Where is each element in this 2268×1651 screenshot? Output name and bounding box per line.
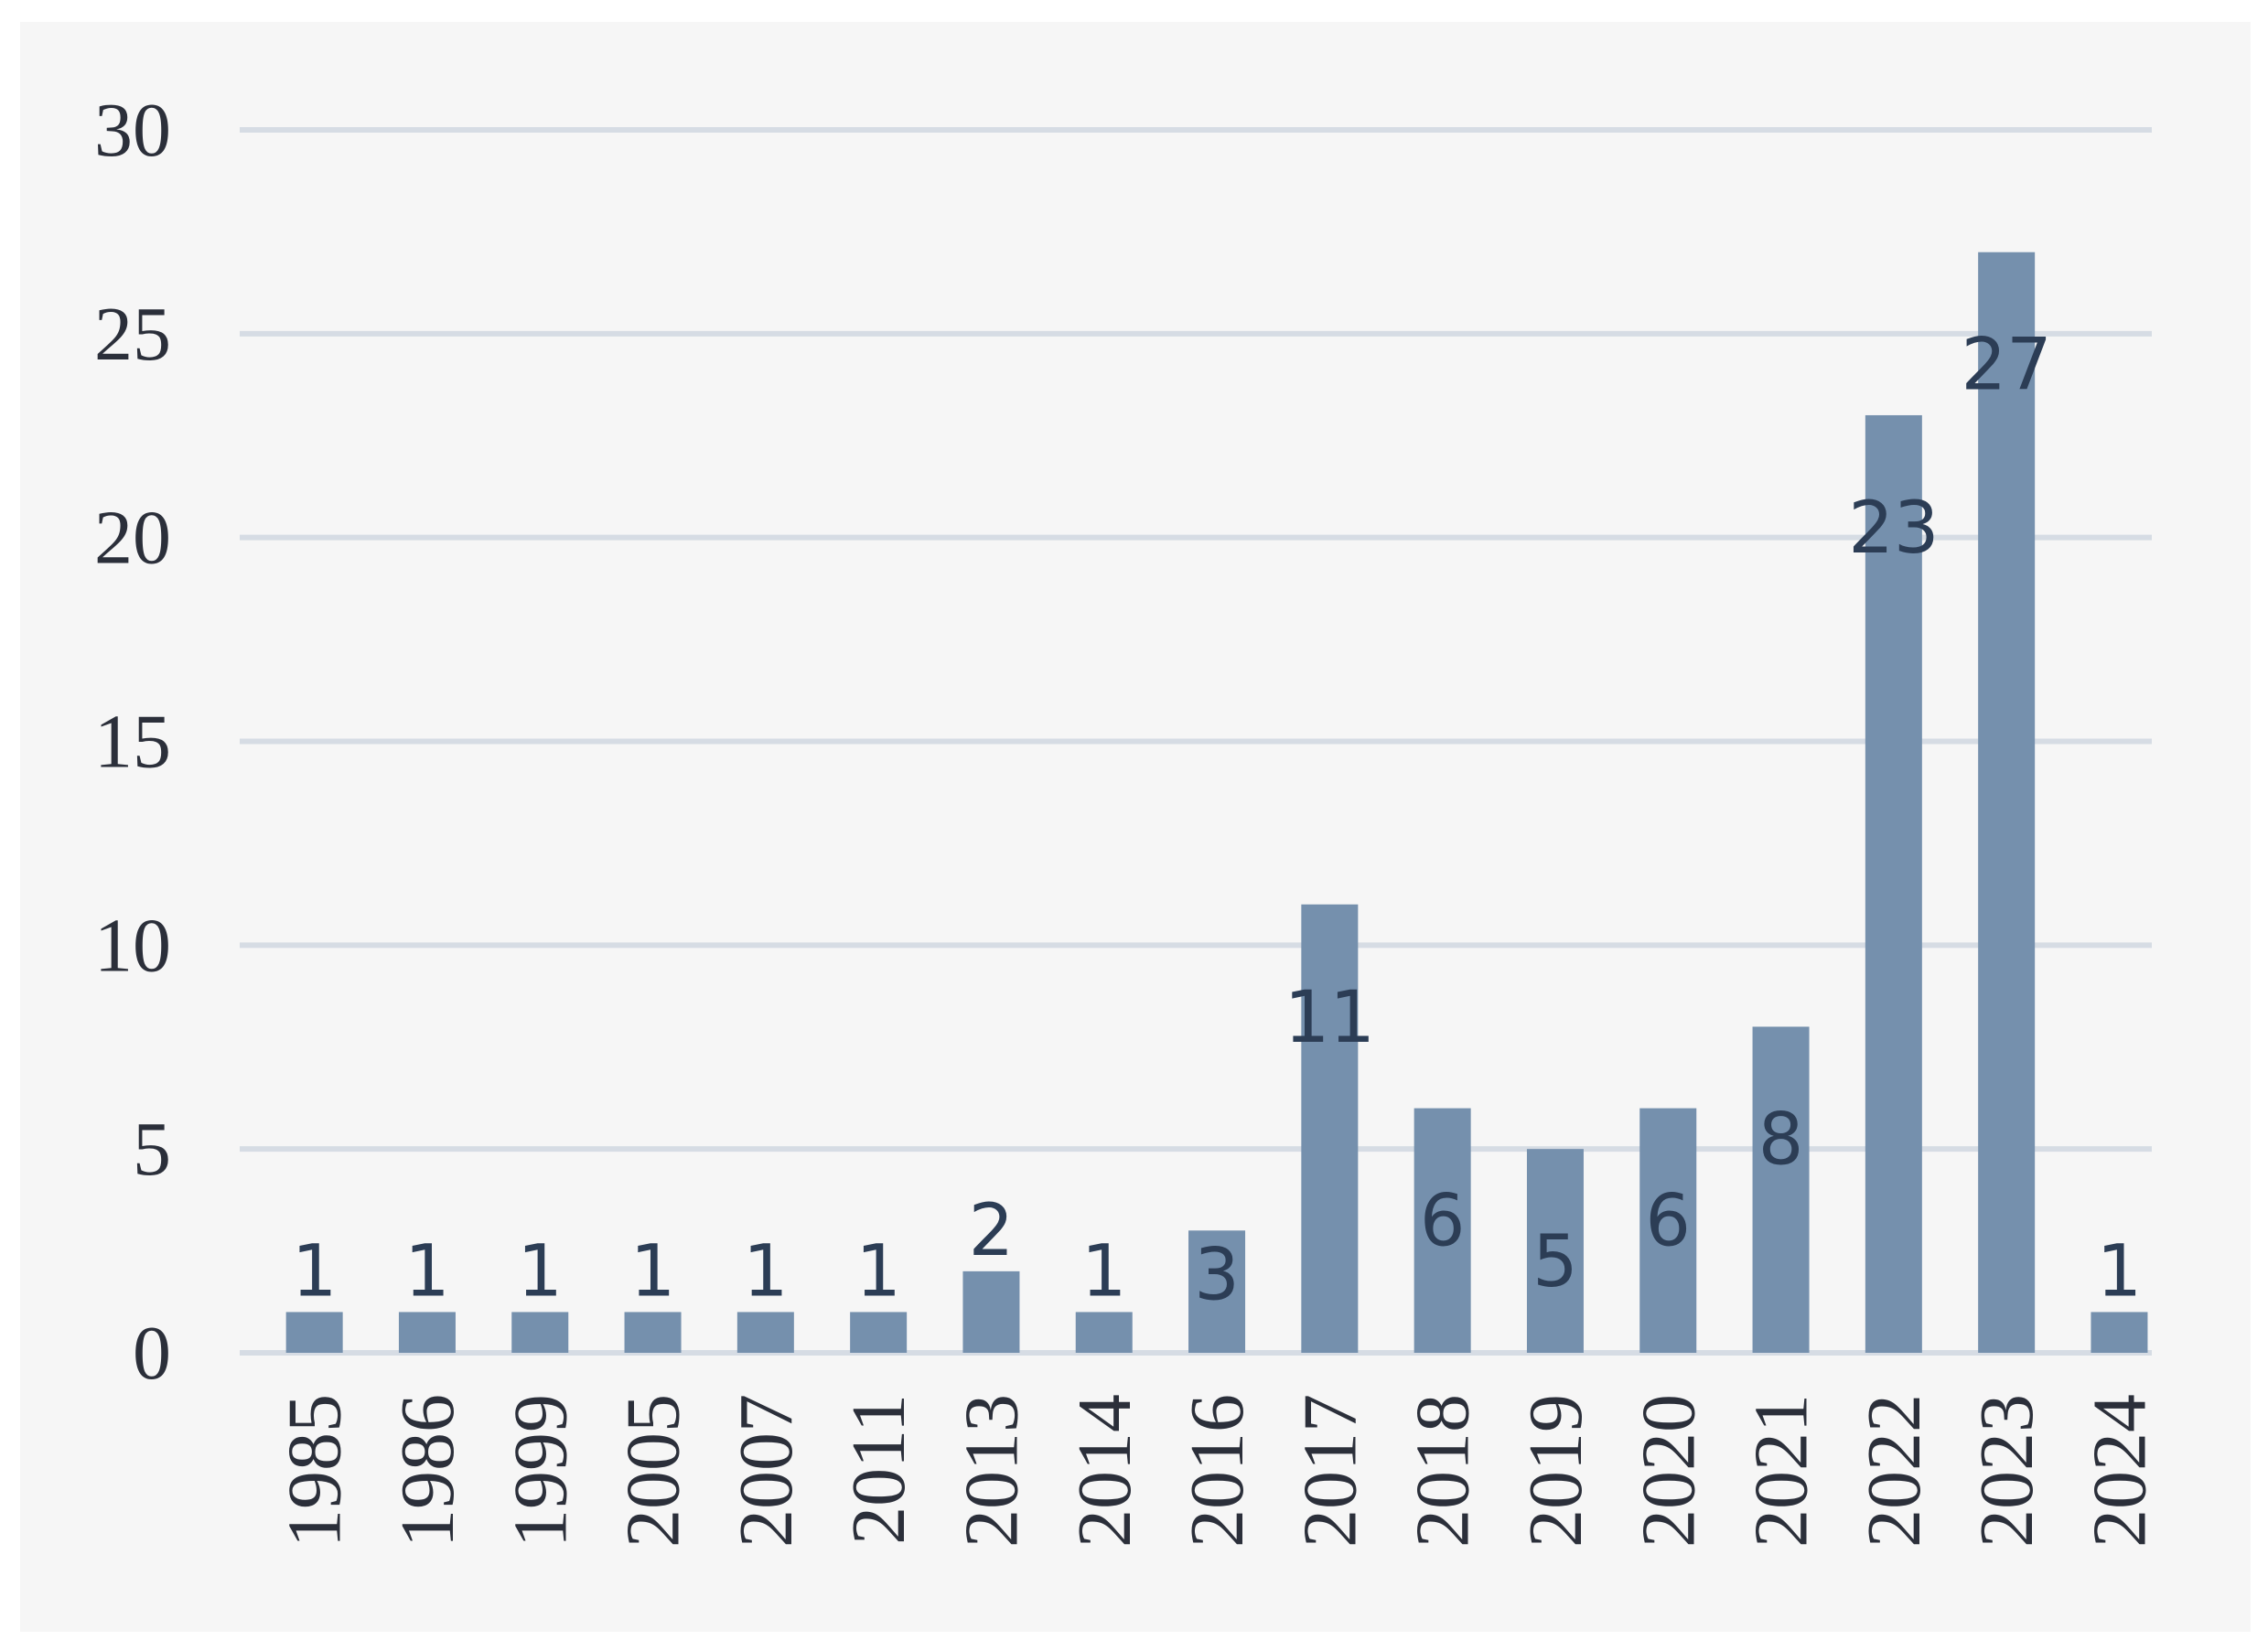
bar-2013 [962,1270,1020,1353]
data-label-2020: 6 [1645,1181,1691,1263]
bar-2005 [624,1312,682,1353]
y-axis-tick-labels: 0 5 10 15 20 25 30 [94,88,171,1396]
data-label-2005: 1 [630,1230,676,1313]
data-label-1999: 1 [517,1230,563,1313]
data-label-2023: 27 [1962,325,2052,407]
data-label-2024: 1 [2097,1230,2143,1313]
data-label-2011: 1 [855,1230,901,1313]
y-tick-label: 20 [94,496,171,581]
bar-2020 [1639,1108,1697,1353]
bar-2014 [1075,1312,1133,1353]
bars [285,252,2148,1354]
x-axis-tick-labels: 1985 1986 1999 2005 2007 2011 2013 2014 2016 2017… [273,1394,2163,1548]
x-tick-label-2018: 2018 [1401,1394,1486,1548]
bar-2011 [850,1312,908,1353]
data-label-2019: 5 [1532,1221,1578,1303]
bar-2007 [736,1312,794,1353]
y-tick-label: 5 [133,1107,171,1192]
y-tick-label: 0 [133,1311,171,1396]
x-tick-label-1985: 1985 [273,1394,358,1548]
bar-1986 [398,1312,456,1353]
x-tick-label-2019: 2019 [1513,1394,1598,1548]
data-label-1985: 1 [292,1230,338,1313]
gridlines [240,127,2152,1356]
data-label-2016: 3 [1194,1234,1240,1316]
y-tick-label: 25 [94,292,171,377]
bar-2023 [1978,252,2036,1354]
bar-1985 [285,1312,343,1353]
x-tick-label-2007: 2007 [724,1394,809,1548]
data-label-2017: 11 [1284,977,1375,1059]
bar-2016 [1188,1230,1246,1353]
x-tick-label-2005: 2005 [611,1394,696,1548]
data-label-2013: 2 [969,1190,1015,1272]
bar-2017 [1301,904,1359,1353]
x-tick-label-2024: 2024 [2077,1394,2162,1548]
x-tick-label-2020: 2020 [1626,1394,1711,1548]
data-label-1986: 1 [404,1230,450,1313]
bar-2024 [2091,1312,2148,1353]
x-tick-label-2013: 2013 [949,1394,1034,1548]
x-tick-label-2016: 2016 [1175,1394,1260,1548]
bar-2022 [1865,414,1922,1353]
bar-2019 [1526,1149,1584,1353]
x-tick-label-2022: 2022 [1852,1394,1937,1548]
y-tick-label: 30 [94,88,171,173]
x-tick-label-2011: 2011 [836,1394,921,1545]
chart-panel: 0 5 10 15 20 25 30 1 1 1 1 1 1 2 1 3 11 6 5 6 8 23 27 1 1985 19… [20,22,2251,1632]
x-tick-label-2021: 2021 [1739,1394,1824,1548]
y-tick-label: 10 [94,903,171,988]
y-tick-label: 15 [94,700,171,785]
data-label-2014: 1 [1081,1230,1127,1313]
bar-2021 [1752,1026,1810,1353]
x-tick-label-2017: 2017 [1287,1394,1372,1548]
x-tick-label-2014: 2014 [1062,1394,1147,1548]
data-label-2022: 23 [1848,488,1939,570]
x-tick-label-1986: 1986 [385,1394,470,1548]
data-label-2018: 6 [1420,1181,1466,1263]
data-label-2007: 1 [743,1230,789,1313]
bar-1999 [511,1312,569,1353]
x-tick-label-1999: 1999 [498,1394,583,1548]
data-label-2021: 8 [1758,1099,1804,1181]
x-tick-label-2023: 2023 [1964,1394,2049,1548]
bar-2018 [1413,1108,1471,1353]
